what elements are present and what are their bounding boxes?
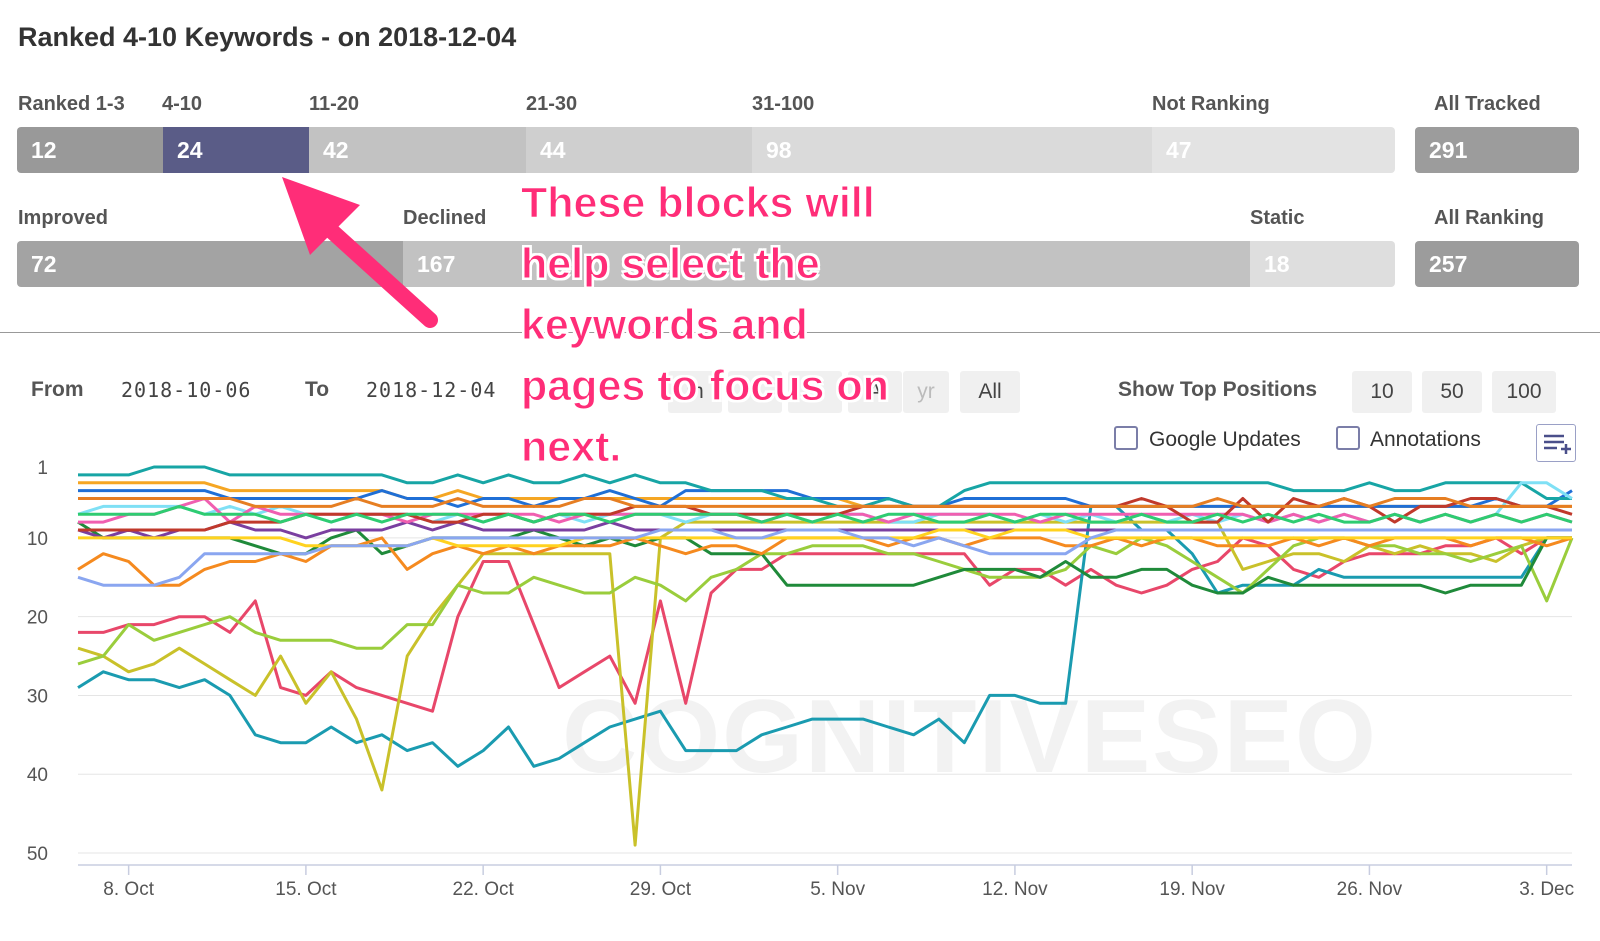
declined-label: Declined [403,207,487,229]
period-button-2[interactable] [728,371,782,413]
ranked-31-100-block[interactable]: 98 [752,127,1152,173]
annotation-line-2: help select the [521,240,821,289]
all-tracked-block[interactable]: 291 [1415,127,1579,173]
x-tick-label: 26. Nov [1337,879,1403,900]
show-top-positions-label: Show Top Positions [1118,378,1318,401]
series-line-9[interactable] [78,465,1572,508]
annotation-line-1: These blocks will [521,179,876,228]
period-button-4[interactable]: A [848,371,902,413]
google-updates-label[interactable]: Google Updates [1149,428,1301,451]
ranked-1-3-block[interactable]: 12 [17,127,163,173]
playlist-add-icon [1544,434,1571,454]
ranked-4-10-block[interactable]: 24 [163,127,309,173]
improved-label: Improved [18,207,109,229]
period-all-button[interactable]: All [960,371,1020,413]
x-tick-label: 12. Nov [982,879,1048,900]
from-date-input[interactable]: 2018-10-06 [121,378,252,402]
section-divider [0,332,1600,333]
y-tick-label: 30 [27,686,48,707]
ranked-4-10-label: 4-10 [162,93,203,115]
annotation-text: These blocks will help select the keywor… [521,173,941,478]
series-line-5[interactable] [77,520,1572,595]
x-tick-label: 29. Oct [630,879,692,900]
series-line-17[interactable] [78,504,1573,524]
static-block[interactable]: 18 [1250,241,1395,287]
not-ranking-block[interactable]: 47 [1152,127,1395,173]
static-label: Static [1250,207,1305,229]
ranked-21-30-block[interactable]: 44 [526,127,752,173]
y-tick-label: 40 [27,765,48,786]
period-1m-button[interactable]: m [668,371,722,413]
series-line-4[interactable] [77,536,1574,666]
page-title: Ranked 4-10 Keywords - on 2018-12-04 [18,22,517,52]
google-updates-checkbox[interactable] [1114,426,1138,450]
top-50-button[interactable]: 50 [1422,371,1482,413]
top-100-button[interactable]: 100 [1492,371,1556,413]
all-ranking-block[interactable]: 257 [1415,241,1579,287]
series-line-2[interactable] [77,504,1572,768]
y-tick-label: 20 [27,608,48,629]
series-line-16[interactable] [78,497,1572,508]
ranked-11-20-block[interactable]: 42 [309,127,526,173]
x-tick-label: 15. Oct [275,879,337,900]
annotation-arrow [282,177,438,328]
to-date-input[interactable]: 2018-12-04 [366,378,497,402]
declined-block[interactable]: 167 [403,241,1250,287]
ranked-11-20-label: 11-20 [309,93,360,115]
series-line-3[interactable] [77,520,1572,847]
top-10-button[interactable]: 10 [1352,371,1412,413]
annotations-label: Annotations [1370,428,1481,451]
period-1yr-button[interactable]: yr [903,371,949,413]
improved-block[interactable]: 72 [17,241,403,287]
annotation-line-3: keywords and [521,301,809,350]
y-tick-label: 50 [27,844,48,865]
series-line-14[interactable] [77,528,1572,587]
ranked-21-30-label: 21-30 [526,93,578,115]
annotation-line-5: next. [521,423,622,472]
period-button-3[interactable] [788,371,842,413]
annotation-line-4: pages to focus on [521,362,890,411]
x-tick-label: 8. Oct [103,879,154,900]
y-tick-label: 1 [37,458,48,479]
all-tracked-label: All Tracked [1434,93,1541,115]
x-tick-label: 22. Oct [453,879,515,900]
chart-menu-button[interactable] [1536,424,1576,462]
x-tick-label: 5. Nov [810,879,865,900]
all-ranking-label: All Ranking [1434,207,1545,229]
ranked-1-3-label: Ranked 1-3 [18,93,125,115]
not-ranking-label: Not Ranking [1152,93,1270,115]
annotations-checkbox[interactable] [1336,426,1360,450]
from-label: From [31,378,84,401]
rank-history-chart[interactable]: COGNITIVESEO 8. Oct 15. Oct 22. Oct 29. Oct… [0,450,1600,930]
x-tick-label: 19. Nov [1159,879,1225,900]
to-label: To [305,378,330,401]
y-tick-label: 10 [27,529,48,550]
ranked-31-100-label: 31-100 [752,93,815,115]
x-tick-label: 3. Dec [1519,879,1574,900]
